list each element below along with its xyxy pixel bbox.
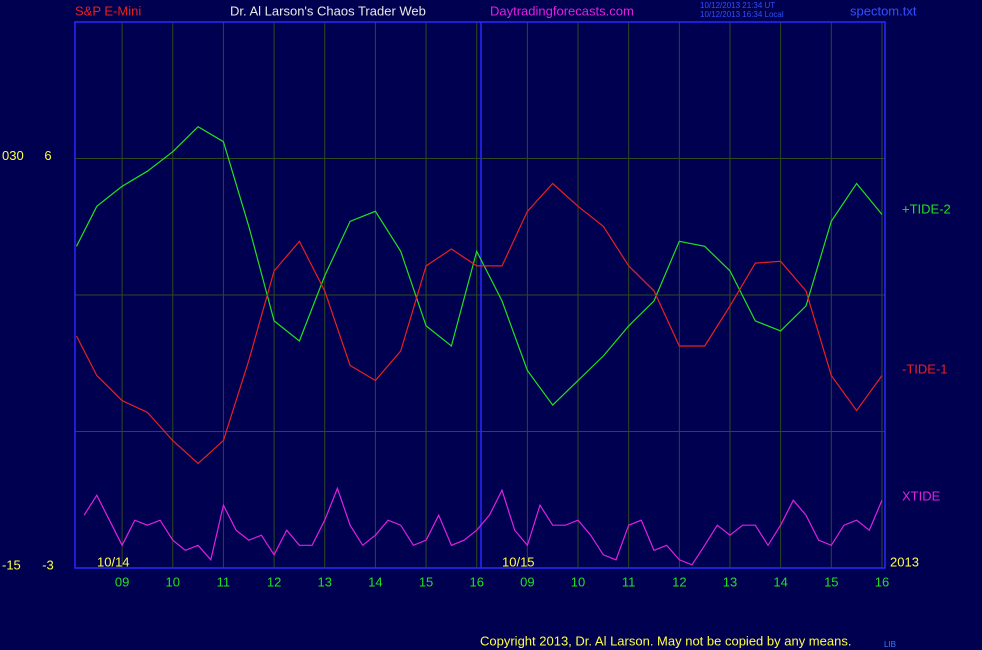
x-tick-label: 16 — [875, 574, 889, 589]
x-tick-label: 12 — [672, 574, 686, 589]
series-line — [75, 125, 883, 407]
x-tick-label: 12 — [267, 574, 281, 589]
x-tick-label: 14 — [773, 574, 787, 589]
y2-tick-label: 030 — [2, 148, 24, 163]
x-tick-label: 10 — [166, 574, 180, 589]
x-tick-label: 10 — [571, 574, 585, 589]
date-label: 10/15 — [502, 554, 535, 569]
x-tick-label: 13 — [318, 574, 332, 589]
instrument: S&P E-Mini — [75, 3, 141, 18]
legend-label: +TIDE-2 — [902, 201, 951, 216]
legend-label: XTIDE — [902, 488, 941, 503]
series-line — [75, 182, 883, 465]
copyright: Copyright 2013, Dr. Al Larson. May not b… — [480, 633, 851, 648]
timestamp-ut: 10/12/2013 21:34 UT — [700, 1, 775, 10]
x-tick-label: 11 — [217, 574, 231, 589]
x-tick-label: 16 — [469, 574, 483, 589]
x-tick-label: 13 — [723, 574, 737, 589]
footer-mark: LIB — [884, 640, 896, 649]
x-tick-label: 15 — [824, 574, 838, 589]
site-url: Daytradingforecasts.com — [490, 3, 634, 18]
plot-border — [74, 21, 886, 569]
x-tick-label: 09 — [115, 574, 129, 589]
site-title: Dr. Al Larson's Chaos Trader Web — [230, 3, 426, 18]
year-label: 2013 — [890, 554, 919, 569]
y2-tick-label: -15 — [2, 557, 21, 572]
legend-label: -TIDE-1 — [902, 361, 948, 376]
y-tick-label: -3 — [42, 557, 54, 572]
date-label: 10/14 — [97, 554, 130, 569]
x-tick-label: 14 — [368, 574, 382, 589]
x-tick-label: 09 — [520, 574, 534, 589]
x-tick-label: 15 — [419, 574, 433, 589]
y-tick-label: 6 — [44, 148, 51, 163]
file-name: spectom.txt — [850, 3, 917, 18]
x-tick-label: 11 — [622, 574, 636, 589]
series-line — [83, 486, 883, 566]
timestamp-local: 10/12/2013 16:34 Local — [700, 10, 784, 19]
